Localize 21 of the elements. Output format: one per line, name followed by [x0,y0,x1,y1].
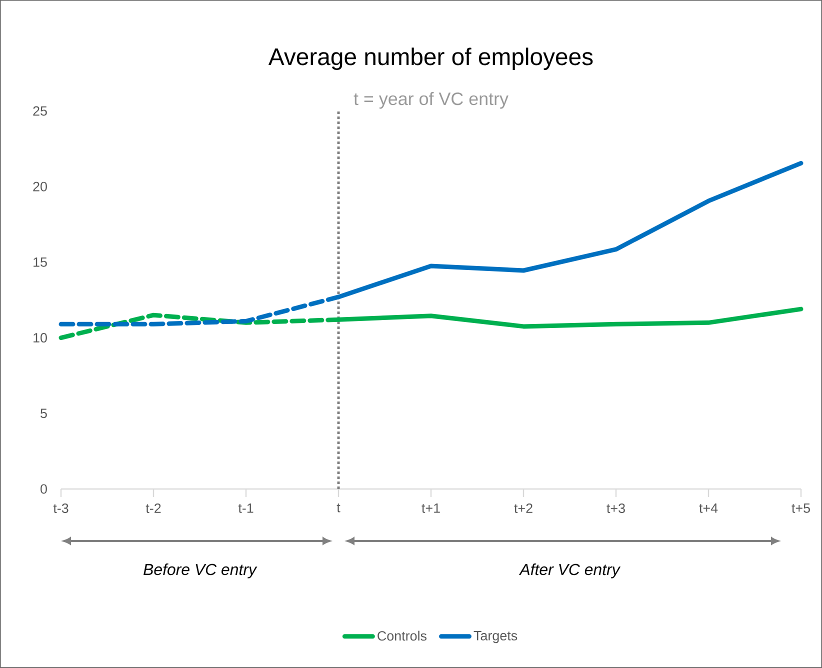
y-tick-label: 0 [40,484,47,494]
legend-label: Targets [474,631,518,644]
x-tick-label: t+4 [699,504,718,513]
legend-label: Controls [378,630,427,641]
x-tick-label: t-3 [53,504,68,514]
x-tick-label: t+3 [606,504,625,514]
y-tick-label: 10 [34,333,47,343]
text: After VC entry [518,563,621,578]
chart-title: Average number of employees [268,48,593,70]
x-tick-label: t [336,504,340,512]
chart-subtitle: t = year of VC entry [354,92,508,109]
x-tick-label: t+5 [792,504,810,513]
y-tick-label: 25 [33,106,47,116]
x-tick-label: t+1 [422,504,440,513]
y-tick-label: 20 [33,182,47,192]
x-tick-label: t-2 [146,504,161,514]
x-tick-label: t-1 [238,504,254,513]
x-tick-label: t+2 [514,504,532,514]
text: Before VC entry [144,563,258,578]
y-tick-label: 5 [40,408,47,418]
y-tick-label: 15 [34,257,47,267]
